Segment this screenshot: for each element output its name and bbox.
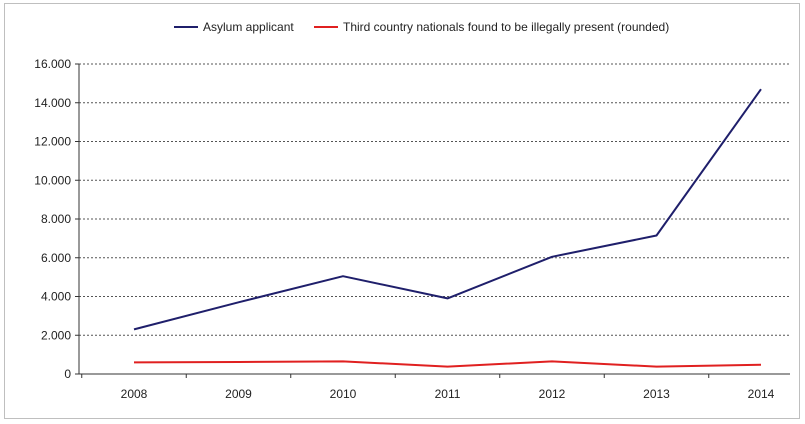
series-line-third-country-nationals [133,360,762,368]
x-tick-label: 2009 [225,387,252,401]
series-line-asylum-applicant [133,88,762,331]
y-tick-label: 16.000 [34,57,71,71]
series-lines [133,88,762,368]
x-tick-label: 2014 [748,387,775,401]
y-tick-label: 4.000 [41,290,71,304]
y-axis-ticks: 0 2.000 4.000 6.000 8.000 10.000 12.000 14.000 1… [34,57,79,381]
y-tick-label: 12.000 [34,135,71,149]
x-tick-label: 2012 [539,387,566,401]
y-tick-label: 2.000 [41,328,71,342]
chart-frame [4,3,800,419]
legend: Asylum applicant Third country nationals … [174,20,669,34]
y-tick-label: 6.000 [41,251,71,265]
x-axis-ticks: 2008 2009 2010 2011 2012 2013 2014 [81,374,775,401]
y-tick-label: 0 [64,367,71,381]
y-tick-label: 8.000 [41,212,71,226]
x-tick-label: 2011 [435,387,461,401]
legend-label: Asylum applicant [203,20,294,34]
gridlines [79,63,790,336]
y-tick-label: 10.000 [34,173,71,187]
x-tick-label: 2010 [330,387,357,401]
legend-label: Third country nationals found to be ille… [343,20,669,34]
y-tick-label: 14.000 [34,96,71,110]
x-tick-label: 2013 [643,387,670,401]
x-tick-label: 2008 [121,387,148,401]
